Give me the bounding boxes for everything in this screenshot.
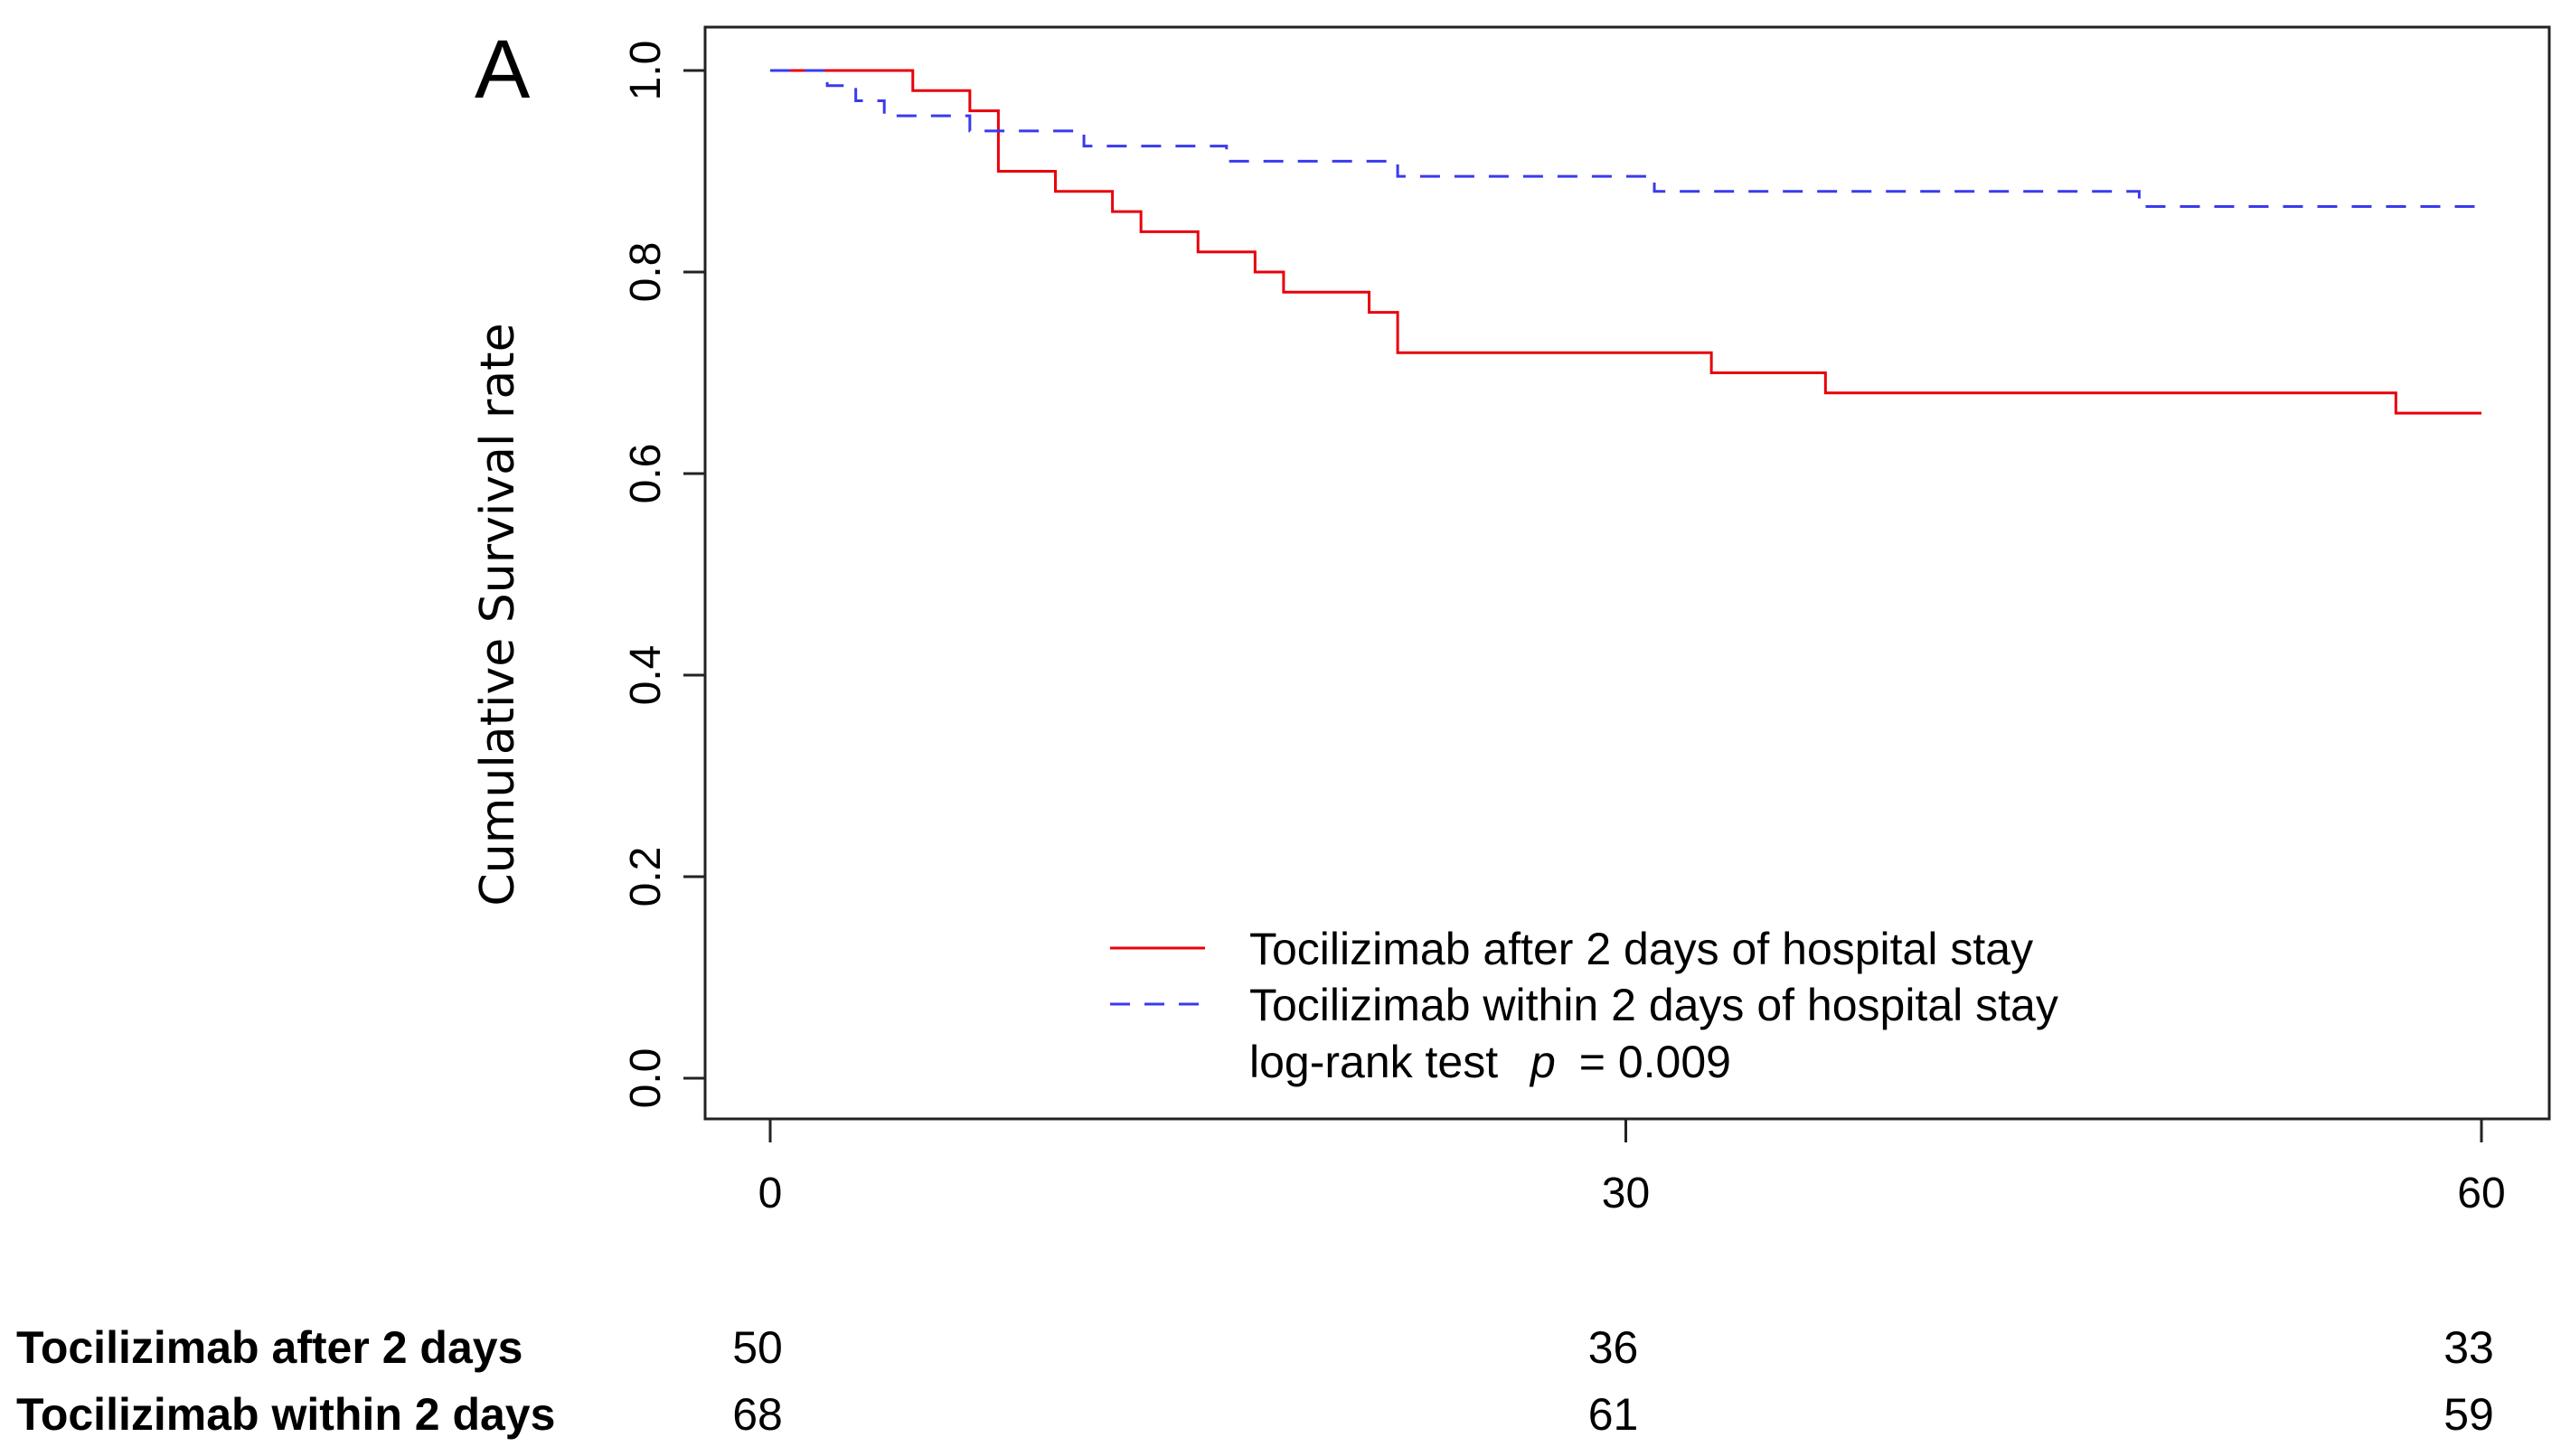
y-tick-label: 0.6 <box>622 444 670 504</box>
risk-row-label: Tocilizimab within 2 days <box>16 1389 555 1440</box>
logrank-value: = 0.009 <box>1579 1037 1731 1087</box>
risk-row-label: Tocilizimab after 2 days <box>16 1322 523 1373</box>
risk-count: 59 <box>2443 1389 2494 1440</box>
logrank-annotation: log-rank test p = 0.009 <box>1249 1037 1731 1087</box>
logrank-prefix: log-rank test <box>1249 1037 1498 1087</box>
risk-count: 61 <box>1588 1389 1639 1440</box>
legend: Tocilizimab after 2 days of hospital sta… <box>1110 924 2058 1087</box>
y-tick-label: 0.0 <box>622 1048 670 1109</box>
y-axis: 0.0 0.2 0.4 0.6 0.8 1.0 <box>622 41 705 1109</box>
risk-count: 68 <box>732 1389 783 1440</box>
series-line-within <box>770 69 2481 209</box>
x-axis: 0 30 60 <box>758 1119 2506 1217</box>
logrank-stat: p <box>1529 1037 1556 1087</box>
legend-entry-within: Tocilizimab within 2 days of hospital st… <box>1249 980 2058 1030</box>
risk-count: 36 <box>1588 1322 1639 1373</box>
y-axis-label: Cumulative Survival rate <box>471 323 525 906</box>
risk-count: 33 <box>2443 1322 2494 1373</box>
panel-letter: A <box>475 23 531 116</box>
y-tick-label: 0.2 <box>622 847 670 907</box>
risk-table: Tocilizimab after 2 days Tocilizimab wit… <box>16 1322 2494 1440</box>
survival-curves <box>770 69 2481 415</box>
series-line-after <box>770 69 2481 415</box>
y-tick-label: 0.4 <box>622 645 670 706</box>
y-tick-label: 0.8 <box>622 242 670 303</box>
legend-entry-after: Tocilizimab after 2 days of hospital sta… <box>1249 924 2033 974</box>
risk-count: 50 <box>732 1322 783 1373</box>
x-tick-label: 0 <box>758 1169 783 1217</box>
x-tick-label: 30 <box>1602 1169 1650 1217</box>
x-tick-label: 60 <box>2457 1169 2505 1217</box>
y-tick-label: 1.0 <box>622 41 670 101</box>
